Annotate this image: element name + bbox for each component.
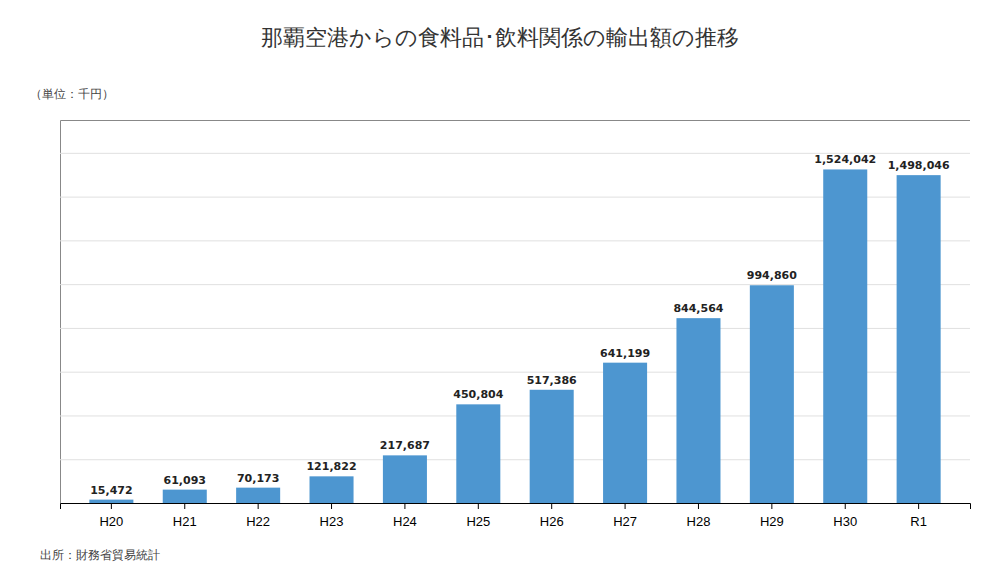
bar	[310, 476, 354, 503]
data-label: 61,093	[164, 474, 206, 487]
tick-mark	[625, 503, 626, 509]
x-axis-line	[61, 504, 971, 510]
tick-mark	[184, 503, 185, 509]
x-tick-label: H29	[760, 514, 784, 529]
y-label: （単位：千円）	[30, 87, 114, 101]
bar	[236, 488, 280, 503]
bar	[163, 490, 207, 503]
x-tick: H21	[173, 503, 197, 529]
y-axis-line	[61, 121, 971, 504]
data-label: 1,524,042	[814, 153, 876, 166]
chart: 那覇空港からの食料品･飲料関係の輸出額の推移 （単位：千円） 出所：財務省貿易統計 H…	[0, 0, 1000, 573]
x-tick-label: H25	[466, 514, 490, 529]
data-label: 517,386	[527, 374, 577, 387]
x-tick: H24	[393, 503, 417, 529]
bar	[89, 500, 133, 503]
tick-mark	[845, 503, 846, 509]
bar	[897, 175, 941, 503]
x-tick: H27	[613, 503, 637, 529]
x-tick-label: H26	[540, 514, 564, 529]
x-tick-label: H21	[173, 514, 197, 529]
bars	[89, 169, 940, 503]
bar	[456, 404, 500, 503]
bar	[676, 318, 720, 503]
data-label: 844,564	[673, 302, 723, 315]
bar	[383, 455, 427, 503]
x-tick-label: H22	[246, 514, 270, 529]
data-label: 15,472	[90, 484, 132, 497]
tick-mark	[551, 503, 552, 509]
tick-mark	[918, 503, 919, 509]
bar	[823, 169, 867, 503]
data-label: 70,173	[237, 472, 279, 485]
x-tick-label: H27	[613, 514, 637, 529]
x-tick: H26	[540, 503, 564, 529]
x-tick-label: H30	[833, 514, 857, 529]
data-label: 1,498,046	[888, 159, 950, 172]
x-tick: H30	[833, 503, 857, 529]
tick-mark	[698, 503, 699, 509]
annotation: 出所：財務省貿易統計	[40, 548, 160, 562]
data-label: 450,804	[453, 388, 503, 401]
x-tick-label: H28	[687, 514, 711, 529]
x-tick-label: R1	[910, 514, 927, 529]
y-axis	[60, 121, 970, 504]
x-tick: H25	[466, 503, 490, 529]
x-tick: H29	[760, 503, 784, 529]
plot: H20 H21 H22 H23 H24 H25 H26 H27 H28 H29 H30 R1 15,47…	[60, 121, 971, 530]
x-tick: H28	[687, 503, 711, 529]
x-axis: H20 H21 H22 H23 H24 H25 H26 H27 H28 H29 H30 R1	[61, 503, 971, 529]
bar	[750, 285, 794, 503]
tick-mark	[111, 503, 112, 509]
tick-mark	[404, 503, 405, 509]
x-tick-label: H20	[99, 514, 123, 529]
x-tick: R1	[910, 503, 927, 529]
data-label: 121,822	[306, 460, 356, 473]
x-tick-label: H23	[320, 514, 344, 529]
bar	[603, 363, 647, 503]
data-label: 641,199	[600, 347, 650, 360]
tick-mark	[478, 503, 479, 509]
tick-mark	[331, 503, 332, 509]
x-tick-label: H24	[393, 514, 417, 529]
bar	[530, 390, 574, 503]
data-label: 217,687	[380, 439, 430, 452]
x-tick: H23	[320, 503, 344, 529]
data-labels: 15,472 61,093 70,173 121,822 217,687 450,804 5…	[90, 153, 950, 496]
data-label: 994,860	[747, 269, 797, 282]
tick-mark	[258, 503, 259, 509]
x-tick: H20	[99, 503, 123, 529]
title: 那覇空港からの食料品･飲料関係の輸出額の推移	[261, 25, 739, 50]
x-tick: H22	[246, 503, 270, 529]
tick-mark	[771, 503, 772, 509]
